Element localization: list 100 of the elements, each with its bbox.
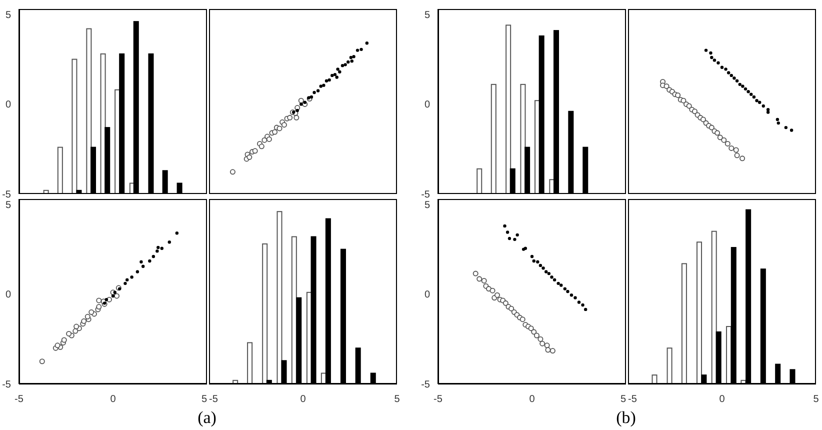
point <box>738 82 742 86</box>
y-tick-label: 5 <box>424 10 430 21</box>
point <box>508 236 512 240</box>
point <box>114 293 120 299</box>
y-tick-label: -5 <box>421 190 430 201</box>
point <box>556 282 560 286</box>
point <box>530 254 534 258</box>
x-tick-label: 0 <box>719 394 726 405</box>
y-tick-label: -5 <box>421 380 430 391</box>
x-tick-label: 5 <box>620 394 626 405</box>
point <box>710 56 714 60</box>
point <box>708 124 714 130</box>
point <box>81 318 87 324</box>
point <box>730 74 733 78</box>
y-tick-label: -5 <box>2 380 12 391</box>
point <box>566 290 570 294</box>
point <box>39 358 45 364</box>
point <box>298 98 304 104</box>
point <box>472 270 478 276</box>
bar <box>711 230 717 384</box>
point <box>168 240 171 244</box>
point <box>333 72 337 76</box>
point <box>340 64 344 68</box>
point <box>281 122 287 128</box>
x-tick-label: 5 <box>394 394 400 405</box>
point <box>540 340 546 346</box>
point <box>246 154 252 160</box>
point <box>175 232 179 235</box>
point <box>758 100 762 104</box>
point <box>732 76 736 80</box>
point <box>258 144 264 150</box>
bar <box>72 58 78 194</box>
point <box>502 300 508 306</box>
point <box>352 54 356 58</box>
point <box>335 76 338 79</box>
point <box>724 140 730 146</box>
point <box>734 152 740 158</box>
point <box>550 276 554 279</box>
point <box>276 126 282 132</box>
point <box>720 66 724 69</box>
point <box>300 102 303 106</box>
point <box>230 169 236 175</box>
x-tick-label: 0 <box>529 394 536 405</box>
bar <box>247 342 253 384</box>
bar <box>696 242 702 384</box>
point <box>287 114 293 120</box>
x-tick-label: -5 <box>209 394 218 405</box>
x-tick-label: 5 <box>201 394 208 405</box>
point <box>113 290 116 294</box>
point <box>156 246 160 250</box>
point <box>328 78 331 82</box>
point <box>344 63 347 66</box>
x-tick-label: 0 <box>300 394 306 405</box>
point <box>272 129 278 135</box>
y-tick-label: 0 <box>424 100 430 111</box>
point <box>130 276 134 279</box>
point <box>776 118 780 122</box>
point <box>766 110 770 114</box>
point <box>717 134 723 140</box>
x-tick-label: -5 <box>628 394 638 405</box>
point <box>680 98 686 104</box>
x-tick-label: -5 <box>14 394 24 405</box>
point <box>536 260 540 264</box>
point <box>346 60 350 64</box>
point <box>486 286 492 292</box>
point <box>584 308 588 312</box>
point <box>716 61 720 64</box>
y-tick-label: 5 <box>5 10 12 21</box>
y-tick-label: 5 <box>5 200 12 211</box>
y-tick-label: 0 <box>5 290 12 301</box>
x-tick-label: 0 <box>110 394 116 405</box>
point <box>84 314 90 320</box>
point <box>752 95 756 99</box>
point <box>741 84 744 88</box>
point <box>156 249 159 253</box>
point <box>296 108 299 112</box>
text: (b) <box>615 408 637 428</box>
point <box>310 95 314 99</box>
point <box>360 48 363 52</box>
point <box>528 326 534 332</box>
point <box>294 114 300 120</box>
point <box>735 79 739 82</box>
point <box>54 342 60 348</box>
point <box>508 306 514 312</box>
bar <box>666 348 672 384</box>
y-tick-label: 0 <box>5 100 12 111</box>
point <box>96 298 102 304</box>
point <box>766 108 770 112</box>
point <box>303 100 306 104</box>
point <box>365 42 369 45</box>
point <box>350 59 354 63</box>
point <box>141 264 145 268</box>
point <box>520 316 526 322</box>
point <box>790 128 794 132</box>
point <box>148 259 152 263</box>
point <box>534 332 540 338</box>
point <box>563 287 566 290</box>
point <box>726 71 730 74</box>
bar <box>506 24 512 194</box>
point <box>545 347 551 353</box>
